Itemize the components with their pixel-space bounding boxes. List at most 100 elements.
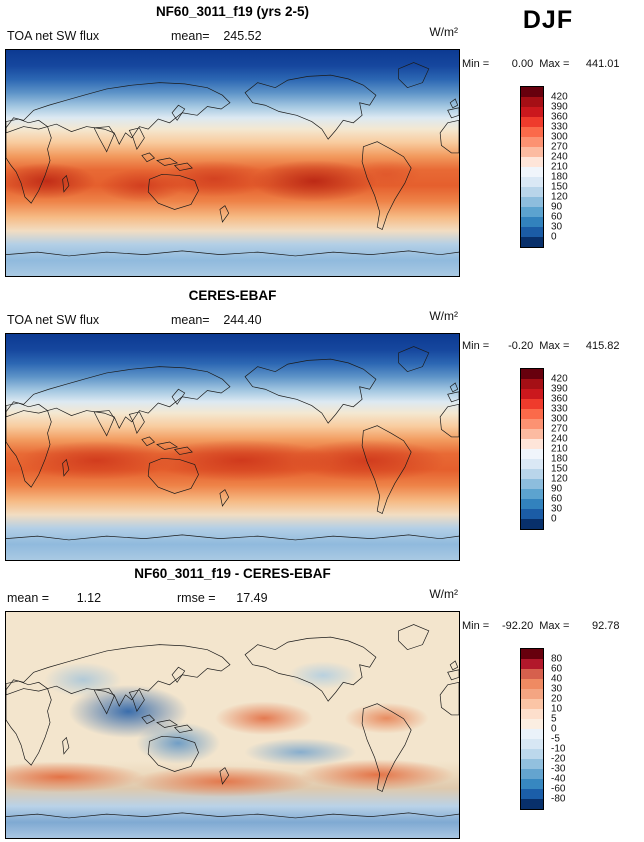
colorbar-tick-label: 150: [551, 181, 568, 193]
colorbar-cell: [521, 699, 543, 709]
colorbar-group-model: Min = 0.00 Max = 441.01 420 390 360 330 300 270 2…: [462, 58, 644, 248]
minmax-obs: Min = -0.20 Max = 415.82: [462, 340, 644, 352]
colorbar-tick-label: -30: [551, 763, 566, 775]
colorbar-cell: [521, 117, 543, 127]
colorbar-diff: 80 60 40 30 20 10 5 0 -5 -10 -20 -30 -40 -60 -80: [520, 648, 565, 810]
colorbar-cell: [521, 659, 543, 669]
colorbar-group-diff: Min = -92.20 Max = 92.78 80 60 40 30 20 10 5 0 -5 -1…: [462, 620, 644, 810]
rmse-value: 17.49: [236, 591, 268, 605]
map-diff: [5, 611, 460, 839]
colorbar-cell: [521, 459, 543, 469]
panel-obs: CERES-EBAF TOA net SW flux mean= 244.40 W…: [5, 288, 460, 561]
panel-model-title: NF60_3011_f19 (yrs 2-5): [155, 4, 310, 19]
colorbar-tick-label: 80: [551, 653, 563, 665]
colorbar-cell: [521, 399, 543, 409]
colorbar-cell: [521, 379, 543, 389]
colorbar-cell: [521, 469, 543, 479]
variable-label: TOA net SW flux: [7, 313, 100, 327]
variable-label: TOA net SW flux: [7, 29, 100, 43]
min-value: -0.20: [508, 340, 534, 352]
colorbar-tick-label: 390: [551, 101, 568, 113]
colorbar-cell: [521, 227, 543, 237]
colorbar-cell: [521, 499, 543, 509]
colorbar-cell: [521, 87, 543, 97]
colorbar-tick-label: 390: [551, 383, 568, 395]
mean-prefix: mean=: [171, 29, 210, 43]
panel-obs-title: CERES-EBAF: [188, 288, 277, 303]
colorbar-cell: [521, 97, 543, 107]
colorbar-cell: [521, 207, 543, 217]
colorbar-tick-label: 150: [551, 463, 568, 475]
minmax-model: Min = 0.00 Max = 441.01: [462, 58, 644, 70]
colorbar-cell: [521, 217, 543, 227]
mean-prefix: mean =: [7, 591, 50, 605]
colorbar-cell: [521, 389, 543, 399]
mean-prefix: mean=: [171, 313, 210, 327]
min-prefix: Min =: [462, 620, 490, 632]
colorbar-cell: [521, 519, 543, 529]
rmse-stat: rmse = 17.49: [177, 591, 268, 605]
colorbar-tick-label: 20: [551, 693, 563, 705]
colorbar-tick-label: 90: [551, 201, 563, 213]
colorbar-cell: [521, 237, 543, 247]
colorbar-tick-label: 10: [551, 703, 563, 715]
colorbar-obs: 420 390 360 330 300 270 240 210 180 150 120 90 60 30 0: [520, 368, 568, 530]
colorbar-tick-label: 0: [551, 723, 557, 735]
panel-diff: NF60_3011_f19 - CERES-EBAF mean = 1.12 rm…: [5, 566, 460, 839]
panel-obs-stats-row: TOA net SW flux mean= 244.40 W/m²: [5, 309, 460, 333]
season-label: DJF: [522, 6, 574, 34]
colorbar-tick-label: 0: [551, 231, 557, 243]
max-prefix: Max =: [539, 58, 570, 70]
colorbar-tick-label: 210: [551, 161, 568, 173]
colorbar-cell: [521, 719, 543, 729]
colorbar-tick-label: 270: [551, 423, 568, 435]
colorbar-cell: [521, 779, 543, 789]
max-value: 92.78: [591, 620, 620, 632]
min-prefix: Min =: [462, 58, 490, 70]
colorbar-cell: [521, 197, 543, 207]
colorbar-cell: [521, 709, 543, 719]
colorbar-tick-label: -10: [551, 743, 566, 755]
colorbar-cell: [521, 439, 543, 449]
colorbar-cell: [521, 679, 543, 689]
colorbar-cell: [521, 157, 543, 167]
colorbar-tick-label: 330: [551, 403, 568, 415]
colorbar-tick-label: 300: [551, 413, 568, 425]
mean-value: 1.12: [76, 591, 102, 605]
colorbar-tick-label: 180: [551, 453, 568, 465]
colorbar-cell: [521, 739, 543, 749]
mean-value: 244.40: [223, 313, 262, 327]
colorbar-tick-label: -5: [551, 733, 560, 745]
units-label: W/m²: [429, 25, 458, 39]
map-obs: [5, 333, 460, 561]
max-prefix: Max =: [539, 340, 570, 352]
colorbar-cell: [521, 649, 543, 659]
colorbar-cell: [521, 689, 543, 699]
colorbar-cell: [521, 147, 543, 157]
min-value: 0.00: [511, 58, 534, 70]
colorbar-tick-label: 420: [551, 91, 568, 103]
colorbar-tick-label: 5: [551, 713, 557, 725]
colorbar-cell: [521, 409, 543, 419]
colorbar-model: 420 390 360 330 300 270 240 210 180 150 120 90 60 30 0: [520, 86, 568, 248]
colorbar-tick-label: 180: [551, 171, 568, 183]
mean-stat: mean= 245.52: [171, 29, 262, 43]
colorbar-cell: [521, 479, 543, 489]
colorbar-cell: [521, 449, 543, 459]
mean-stat: mean = 1.12: [7, 591, 101, 605]
colorbar-tick-label: 40: [551, 673, 563, 685]
colorbar-cell: [521, 419, 543, 429]
colorbar-group-obs: Min = -0.20 Max = 415.82 420 390 360 330 300 270…: [462, 340, 644, 530]
colorbar-tick-label: 60: [551, 663, 563, 675]
colorbar-cell: [521, 789, 543, 799]
colorbar-cell: [521, 127, 543, 137]
min-value: -92.20: [502, 620, 534, 632]
panel-model-stats-row: TOA net SW flux mean= 245.52 W/m²: [5, 25, 460, 49]
colorbar-cell: [521, 429, 543, 439]
panel-diff-stats-row: mean = 1.12 rmse = 17.49 W/m²: [5, 587, 460, 611]
colorbar-tick-label: -40: [551, 773, 566, 785]
colorbar-cell: [521, 729, 543, 739]
colorbar-tick-label: 90: [551, 483, 563, 495]
colorbar-cell: [521, 177, 543, 187]
